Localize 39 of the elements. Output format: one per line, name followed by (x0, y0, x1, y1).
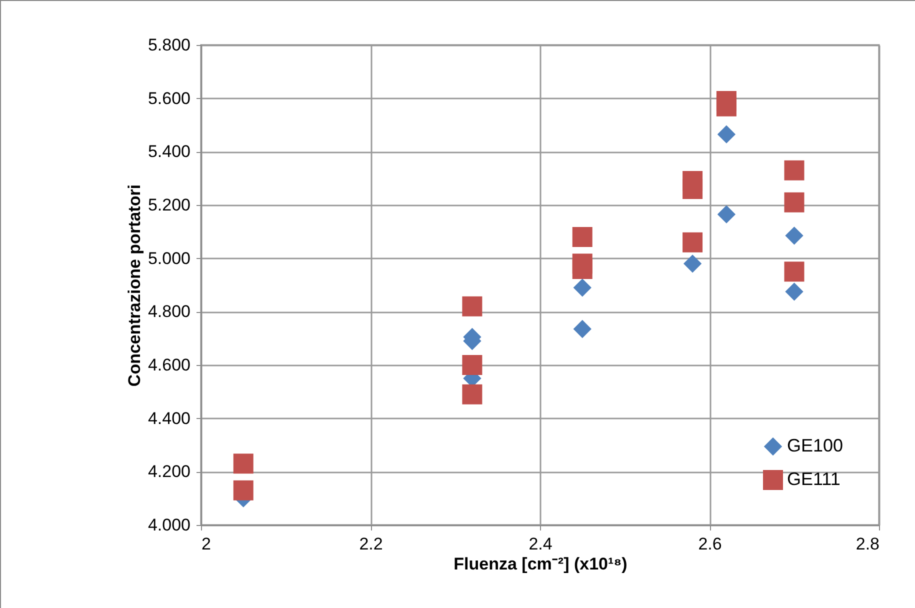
x-tick-label: 2.4 (528, 534, 552, 554)
point (785, 282, 804, 301)
point (716, 96, 736, 116)
y-tick-label: 5.800 (148, 36, 190, 54)
point (683, 254, 702, 273)
y-tick-label: 5.200 (148, 196, 190, 214)
point (233, 454, 254, 474)
x-axis-title: Fluenza [cm⁻²] (x10¹⁸) (454, 554, 628, 574)
point (233, 480, 254, 500)
point (717, 205, 736, 224)
point (462, 384, 482, 404)
x-tick-label: 2.6 (698, 534, 722, 554)
point (682, 232, 703, 252)
y-tick-label: 5.400 (148, 142, 190, 162)
legend-label: GE100 (787, 436, 844, 456)
point (573, 278, 592, 297)
legend-label: GE111 (787, 469, 840, 489)
point (784, 262, 804, 282)
y-tick-label: 5.000 (148, 248, 190, 268)
y-tick-label: 4.000 (148, 516, 190, 534)
x-tick-label: 2.2 (359, 534, 383, 554)
point (785, 226, 804, 245)
point (572, 227, 592, 247)
y-tick-label: 4.200 (148, 462, 190, 482)
y-tick-label: 4.600 (148, 356, 190, 374)
y-tick-label: 4.800 (148, 302, 190, 322)
x-tick-label: 2.8 (856, 534, 880, 554)
point (573, 320, 592, 338)
y-tick-label: 4.400 (148, 408, 190, 428)
point (572, 259, 592, 279)
point (462, 355, 482, 375)
point (717, 125, 736, 144)
y-tick-label: 5.600 (148, 88, 190, 108)
point (462, 296, 482, 316)
point (784, 192, 804, 212)
point (682, 179, 703, 199)
point (784, 160, 804, 180)
y-axis-title: Concentrazione portatori (124, 184, 144, 387)
x-tick-label: 2 (202, 534, 211, 554)
